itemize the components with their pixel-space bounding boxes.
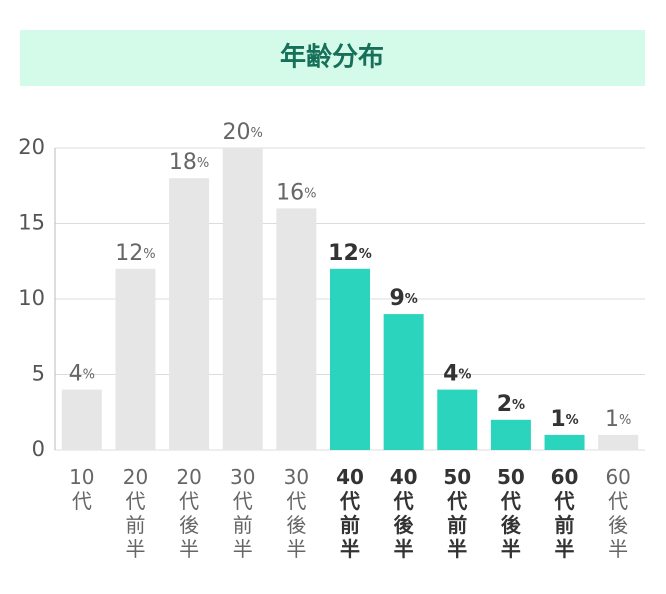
- bar: [437, 389, 478, 450]
- x-tick-label: 30 代後半: [284, 465, 309, 561]
- bar: [383, 314, 424, 450]
- bar: [61, 389, 102, 450]
- value-label: 16%: [276, 180, 316, 205]
- bar: [490, 419, 531, 450]
- value-label: 18%: [169, 150, 209, 175]
- y-tick-label: 20: [18, 135, 45, 159]
- x-tick-label: 40 代後半: [390, 465, 418, 561]
- bar: [598, 434, 639, 450]
- y-tick-label: 0: [32, 437, 45, 461]
- bar: [169, 178, 210, 450]
- value-label: 1%: [550, 407, 578, 432]
- chart-title: 年齢分布: [280, 42, 384, 73]
- bar: [222, 148, 263, 450]
- value-label: 20%: [223, 120, 263, 145]
- x-tick-label: 10 代: [69, 465, 94, 513]
- value-label: 12%: [328, 241, 372, 266]
- x-tick-label: 60 代前半: [551, 465, 579, 561]
- value-label: 1%: [605, 407, 631, 432]
- value-label: 4%: [69, 362, 95, 387]
- x-tick-label: 60 代後半: [605, 465, 630, 561]
- x-tick-label: 50 代前半: [443, 465, 471, 561]
- x-tick-label: 20 代前半: [123, 465, 148, 561]
- bar: [330, 268, 370, 450]
- bar: [115, 268, 156, 450]
- x-tick-label: 40 代前半: [336, 465, 364, 561]
- value-label: 4%: [443, 362, 471, 387]
- bar: [544, 434, 585, 450]
- bar: [276, 208, 317, 450]
- value-label: 2%: [497, 392, 525, 417]
- value-label: 9%: [389, 286, 417, 311]
- y-tick-label: 15: [18, 211, 45, 235]
- x-tick-label: 30 代前半: [230, 465, 255, 561]
- y-tick-label: 5: [32, 362, 45, 386]
- value-label: 12%: [115, 241, 155, 266]
- x-tick-label: 50 代後半: [497, 465, 525, 561]
- title-banner: [20, 30, 645, 86]
- y-tick-label: 10: [18, 286, 45, 310]
- x-tick-label: 20 代後半: [176, 465, 201, 561]
